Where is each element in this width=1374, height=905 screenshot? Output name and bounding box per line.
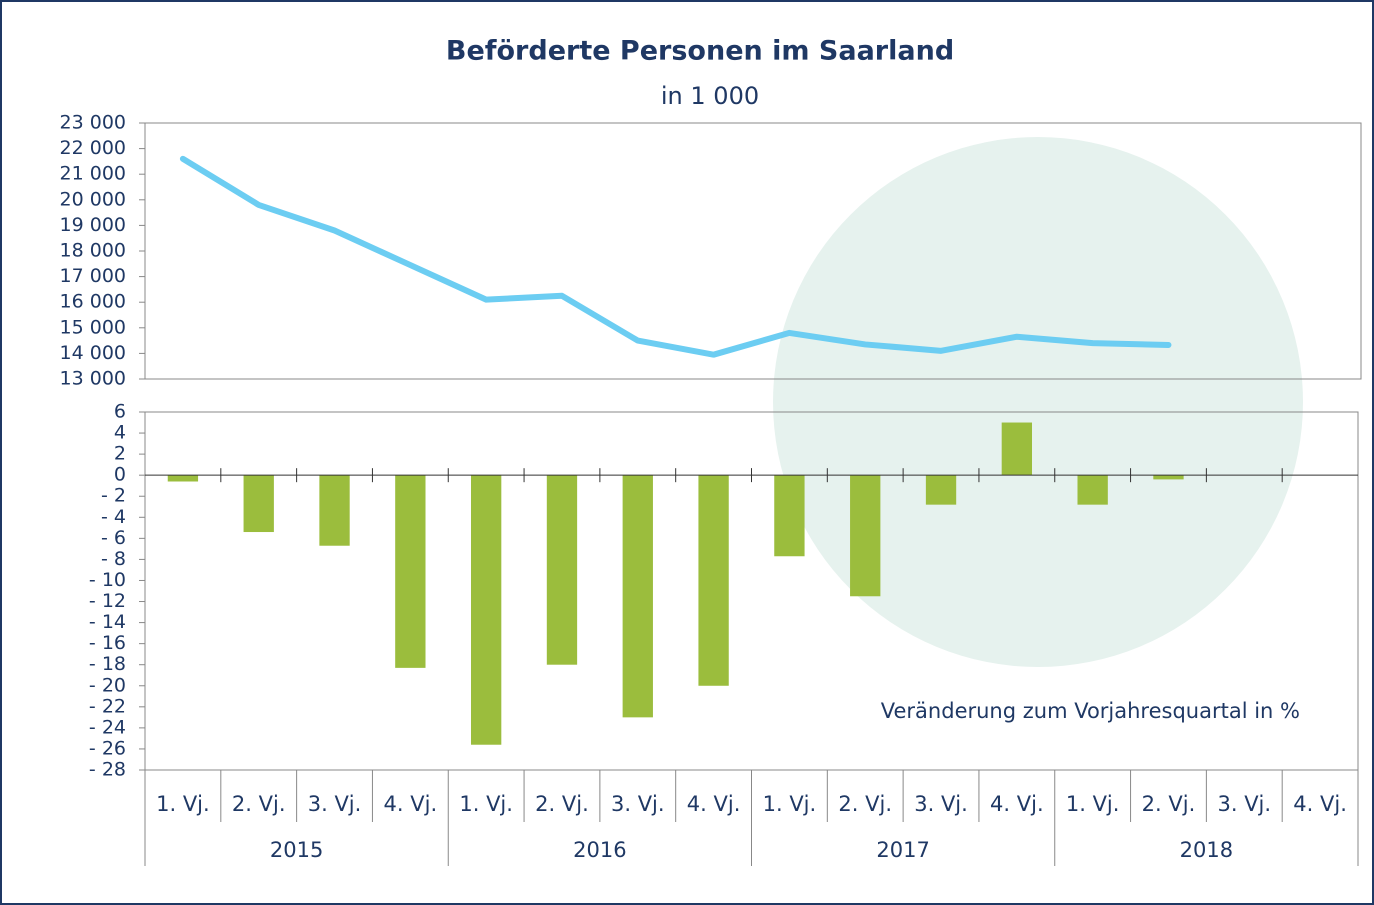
bar (546, 475, 578, 665)
bar (395, 475, 426, 668)
y-tick-label: 22 000 (60, 137, 126, 159)
y-tick-label: 19 000 (60, 214, 126, 236)
bar (622, 475, 653, 718)
x-tick-label: 2. Vj. (232, 792, 286, 816)
y-tick-label: 17 000 (60, 265, 126, 287)
bar (243, 475, 274, 533)
year-label: 2017 (876, 838, 929, 862)
bar (1001, 422, 1033, 476)
bar (925, 475, 957, 505)
y-tick-label: 15 000 (60, 316, 126, 338)
bar (1077, 475, 1108, 505)
x-tick-label: 3. Vj. (914, 792, 968, 816)
year-label: 2015 (270, 838, 323, 862)
bar (470, 475, 502, 745)
y-tick-label: - 10 (89, 569, 126, 591)
y-tick-label: 20 000 (60, 188, 126, 210)
y-tick-label: - 16 (89, 632, 126, 654)
x-tick-label: 4. Vj. (687, 792, 741, 816)
y-tick-label: - 26 (89, 737, 126, 759)
x-tick-label: 1. Vj. (763, 792, 817, 816)
y-tick-label: 6 (114, 401, 126, 423)
x-tick-label: 3. Vj. (308, 792, 362, 816)
bar (1153, 475, 1184, 480)
y-tick-label: 4 (114, 422, 126, 444)
x-tick-label: 1. Vj. (459, 792, 513, 816)
y-tick-label: 13 000 (60, 368, 126, 390)
y-tick-label: 16 000 (60, 291, 126, 313)
x-tick-label: 2. Vj. (838, 792, 892, 816)
y-tick-label: 14 000 (60, 342, 126, 364)
y-tick-label: - 8 (101, 548, 126, 570)
y-tick-label: 0 (114, 464, 126, 486)
y-tick-label: - 6 (101, 527, 126, 549)
chart-subtitle: in 1 000 (661, 82, 759, 110)
x-tick-label: 2. Vj. (535, 792, 589, 816)
x-tick-label: 1. Vj. (1066, 792, 1120, 816)
bar (774, 475, 805, 557)
annotation: Veränderung zum Vorjahresquartal in % (881, 699, 1300, 723)
bar (698, 475, 729, 686)
y-tick-label: - 28 (89, 759, 126, 781)
bar (319, 475, 350, 546)
y-tick-label: - 20 (89, 674, 126, 696)
y-tick-label: - 18 (89, 653, 126, 675)
x-tick-label: 4. Vj. (1293, 792, 1347, 816)
x-tick-label: 3. Vj. (611, 792, 665, 816)
y-tick-label: - 14 (89, 611, 126, 633)
y-tick-label: - 2 (101, 485, 126, 507)
x-tick-label: 3. Vj. (1217, 792, 1271, 816)
y-tick-label: - 22 (89, 695, 126, 717)
y-tick-label: - 4 (101, 506, 126, 528)
year-label: 2018 (1180, 838, 1233, 862)
x-tick-label: 2. Vj. (1142, 792, 1196, 816)
y-tick-label: - 12 (89, 590, 126, 612)
y-tick-label: 18 000 (60, 240, 126, 262)
chart-title: Beförderte Personen im Saarland (446, 36, 954, 67)
y-tick-label: 2 (114, 443, 126, 465)
decor-circle (773, 137, 1303, 667)
bar (850, 475, 881, 597)
y-tick-label: - 24 (89, 716, 126, 738)
x-tick-label: 4. Vj. (384, 792, 438, 816)
line-series (179, 155, 1172, 358)
y-tick-label: 23 000 (60, 112, 126, 134)
year-label: 2016 (573, 838, 626, 862)
y-tick-label: 21 000 (60, 163, 126, 185)
x-tick-label: 1. Vj. (156, 792, 210, 816)
bar (167, 475, 199, 482)
x-tick-label: 4. Vj. (990, 792, 1044, 816)
